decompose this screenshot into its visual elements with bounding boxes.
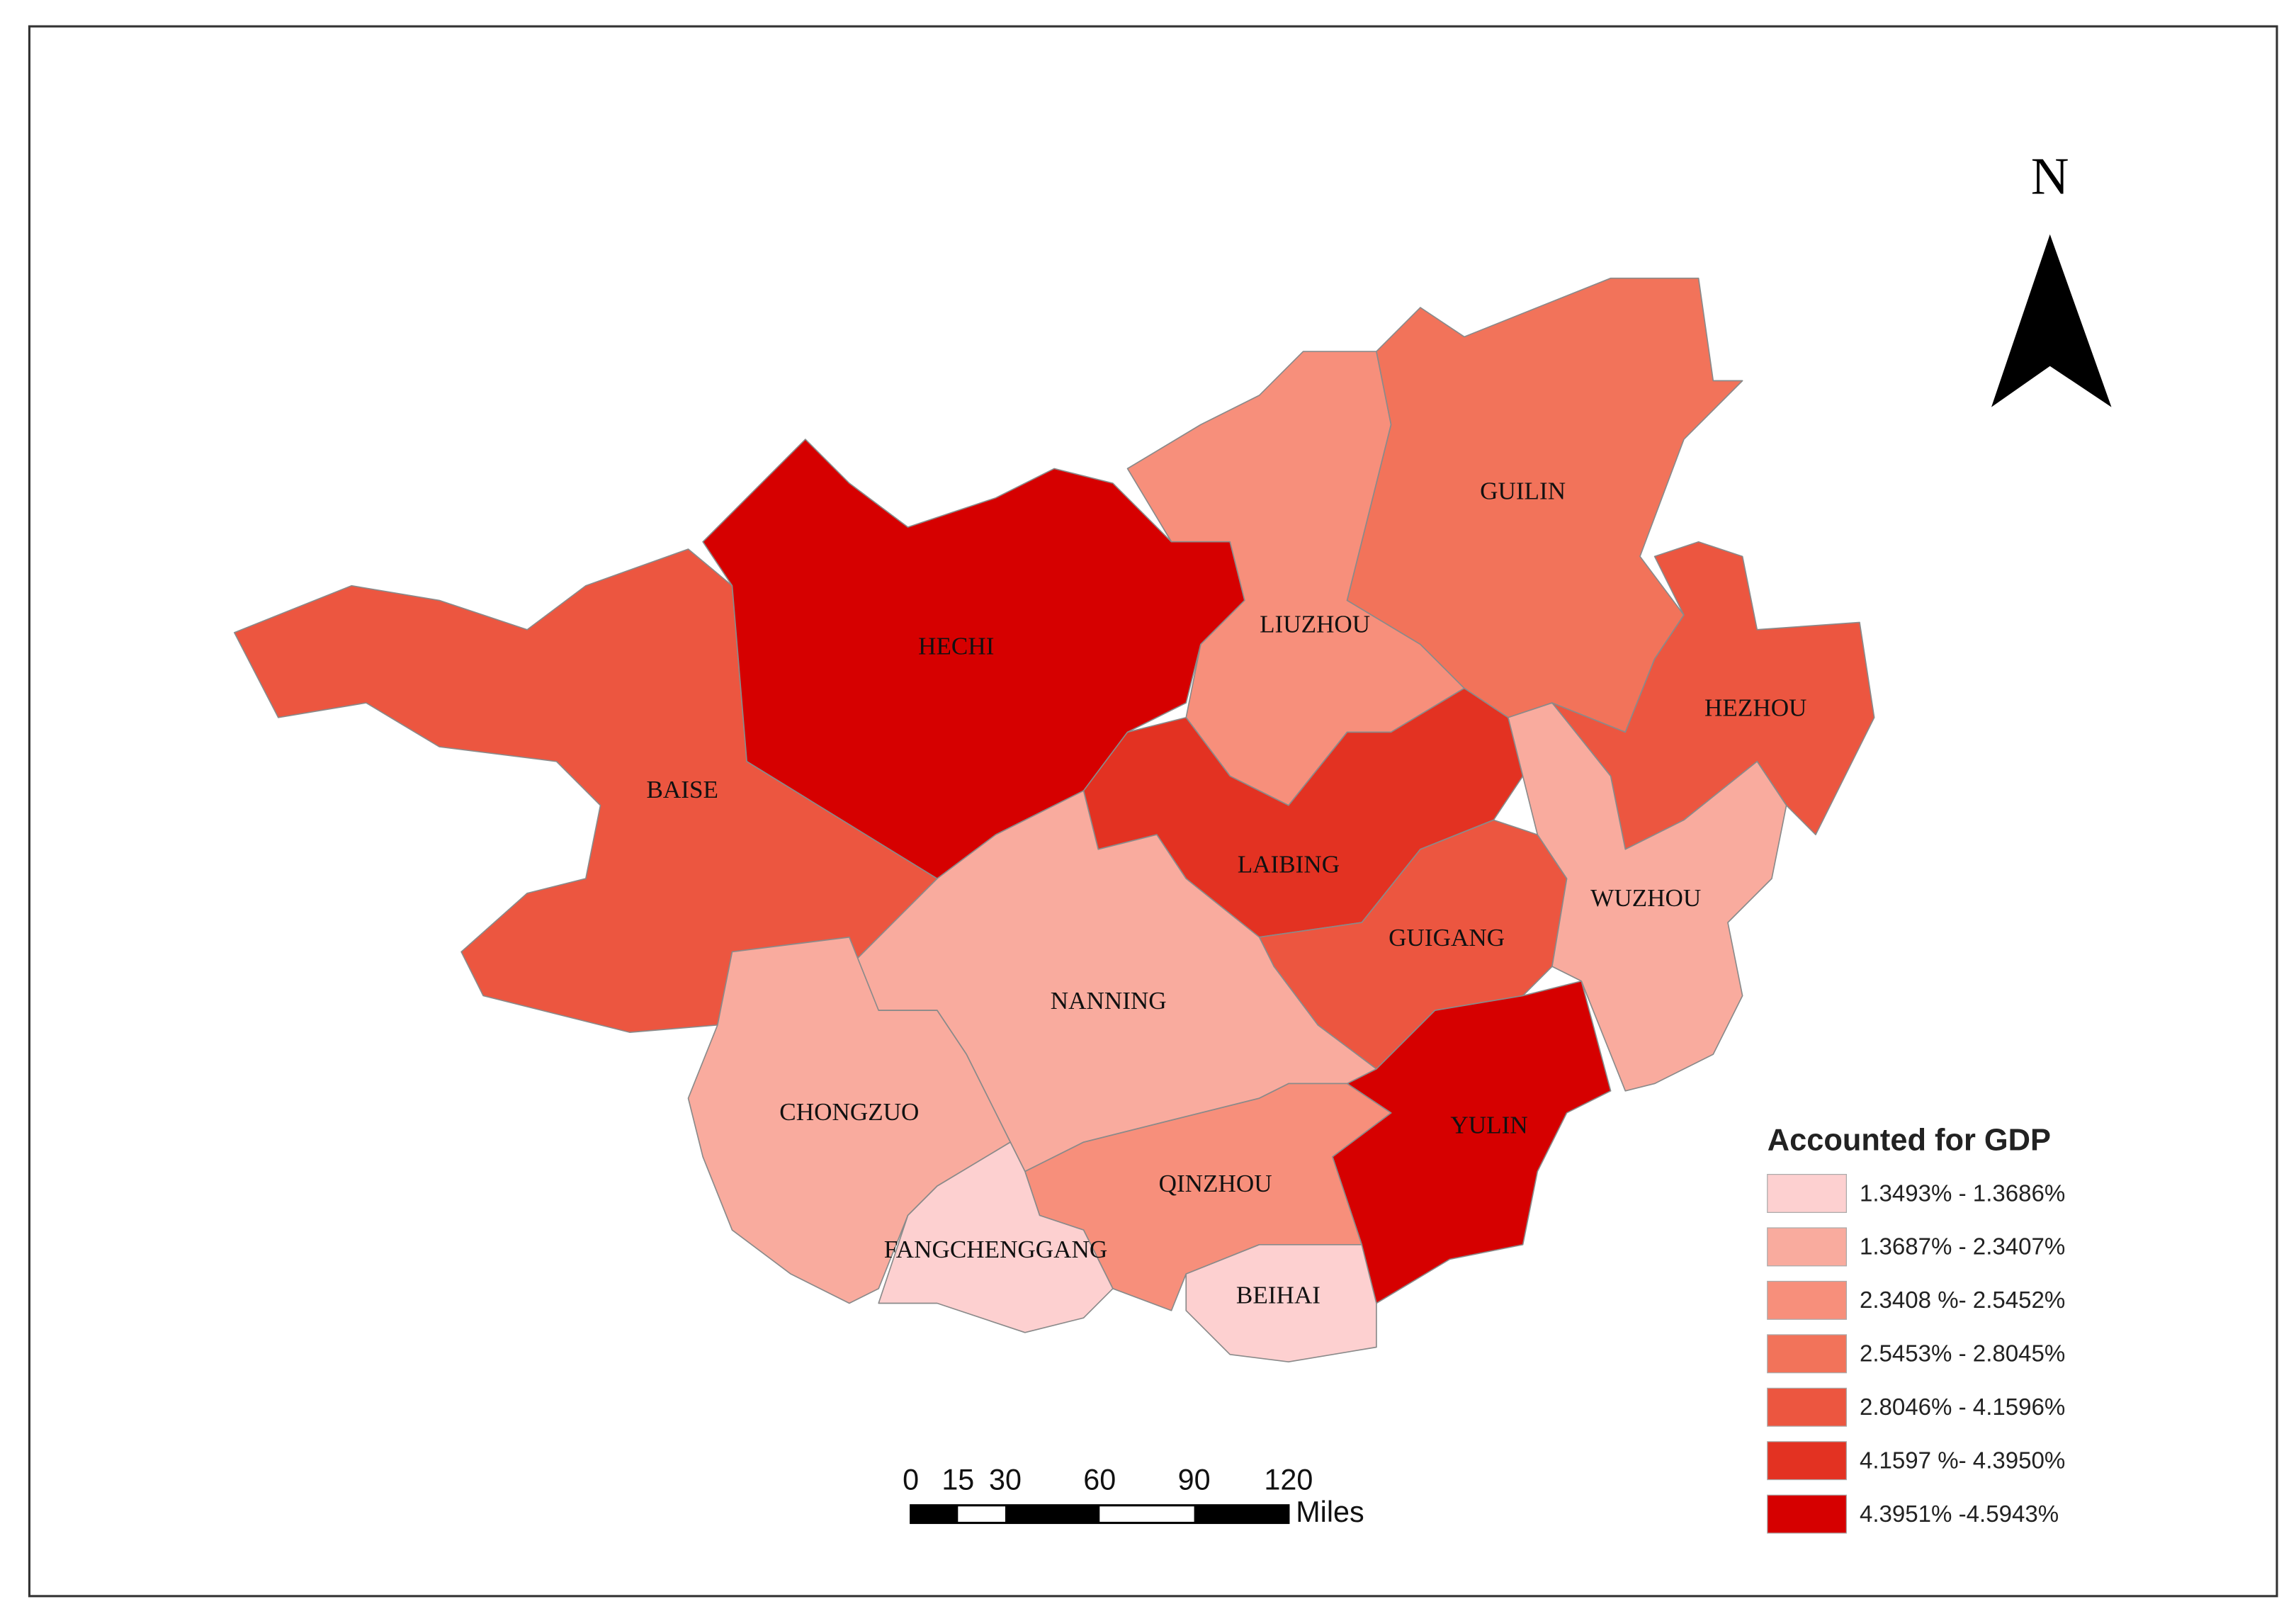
scale-tick-label: 30: [989, 1464, 1022, 1496]
scale-tick-label: 60: [1083, 1464, 1116, 1496]
scale-tick-label: 0: [903, 1464, 919, 1496]
legend-title: Accounted for GDP: [1768, 1124, 2051, 1158]
region-label: WUZHOU: [1590, 884, 1701, 912]
scale-segment: [1194, 1505, 1289, 1523]
legend-swatch: [1767, 1441, 1848, 1481]
region-label: GUILIN: [1480, 478, 1566, 505]
region-label: NANNING: [1051, 987, 1167, 1015]
region-label: BEIHAI: [1236, 1281, 1321, 1309]
legend-swatch: [1767, 1334, 1848, 1374]
north-label: N: [2031, 147, 2069, 205]
legend-swatch: [1767, 1494, 1848, 1534]
scale-segment: [910, 1505, 958, 1523]
region-label: GUIGANG: [1389, 924, 1505, 951]
region-labels: BAISE HECHI LIUZHOU GUILIN HEZHOU LAIBIN…: [647, 478, 1807, 1309]
region: [1346, 277, 1743, 733]
region-label: FANGCHENGGANG: [884, 1236, 1107, 1263]
legend-label: 2.8046% - 4.1596%: [1860, 1394, 2065, 1421]
region-label: BAISE: [647, 776, 718, 803]
region-label: QINZHOU: [1159, 1170, 1272, 1197]
legend-label: 1.3687% - 2.3407%: [1860, 1234, 2065, 1260]
region: [878, 1141, 1114, 1333]
scale-tick-label: 120: [1264, 1464, 1313, 1496]
scale-tick-label: 90: [1178, 1464, 1211, 1496]
regions: [233, 277, 1875, 1362]
region: [1185, 1243, 1377, 1362]
legend-swatch: [1767, 1173, 1848, 1213]
region-label: HEZHOU: [1704, 694, 1806, 721]
legend-swatch: [1767, 1227, 1848, 1267]
scale-tick-label: 15: [941, 1464, 974, 1496]
region-label: LAIBING: [1238, 851, 1340, 879]
legend-label: 4.3951% -4.5943%: [1860, 1501, 2059, 1527]
north-arrow: [1991, 234, 2112, 407]
legend-swatch: [1767, 1280, 1848, 1320]
legend-swatch: [1767, 1387, 1848, 1427]
region-label: LIUZHOU: [1260, 611, 1370, 638]
legend: 1.3493% - 1.3686% 1.3687% - 2.3407% 2.3408…: [1767, 1173, 2065, 1534]
region: [1508, 702, 1787, 1092]
scale-segment: [1005, 1505, 1100, 1523]
legend-label: 4.1597 %- 4.3950%: [1860, 1447, 2065, 1474]
region: [687, 936, 1012, 1304]
legend-label: 2.5453% - 2.8045%: [1860, 1341, 2065, 1367]
region-label: CHONGZUO: [779, 1098, 919, 1126]
scale-unit: Miles: [1296, 1496, 1364, 1528]
region-label: HECHI: [918, 633, 994, 660]
region-label: YULIN: [1450, 1112, 1527, 1139]
legend-label: 1.3493% - 1.3686%: [1860, 1180, 2065, 1207]
legend-label: 2.3408 %- 2.5452%: [1860, 1287, 2065, 1314]
